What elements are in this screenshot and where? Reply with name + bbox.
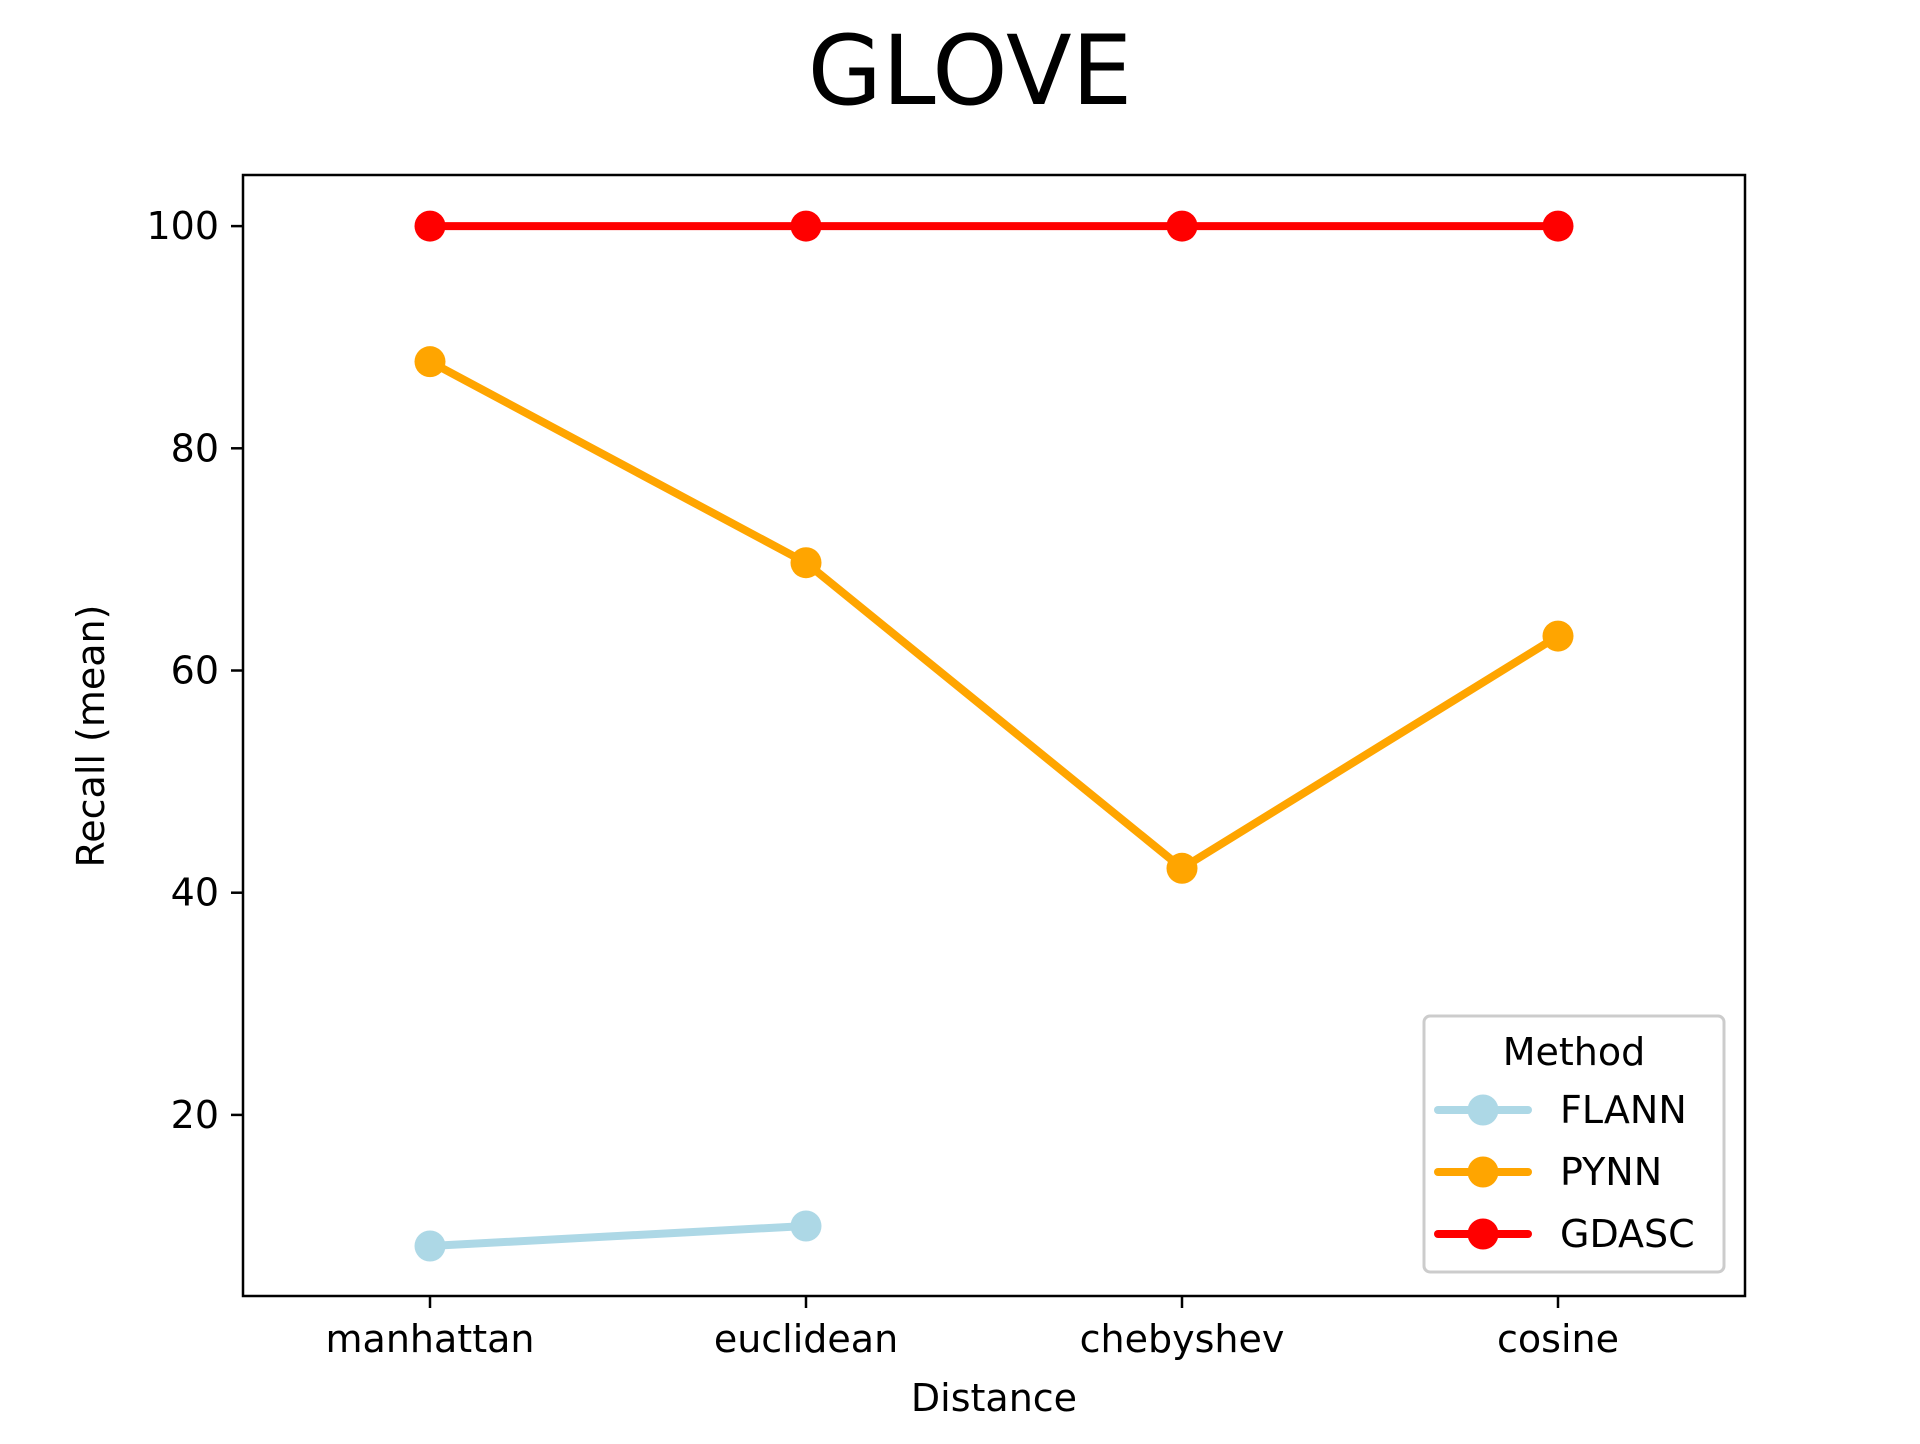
data-point-pynn (790, 547, 822, 579)
legend-marker (1467, 1094, 1499, 1126)
legend-label: FLANN (1560, 1088, 1687, 1132)
y-tick-label: 60 (171, 649, 219, 693)
y-axis: 20 40 60 80 100 (146, 204, 243, 1137)
data-point-pynn (1542, 620, 1574, 652)
x-tick-label: euclidean (714, 1317, 898, 1361)
y-tick-label: 40 (171, 871, 219, 915)
data-point-gdasc (1166, 210, 1198, 242)
x-tick-label: manhattan (326, 1317, 535, 1361)
plot-frame (241, 173, 1747, 1298)
series-gdasc (414, 210, 1574, 242)
series-flann (414, 1210, 822, 1262)
legend-marker (1467, 1156, 1499, 1188)
legend: Method FLANN PYNN GDASC (1422, 1014, 1726, 1274)
data-point-pynn (1166, 852, 1198, 884)
y-tick-label: 20 (171, 1093, 219, 1137)
data-point-gdasc (414, 210, 446, 242)
y-tick-label: 100 (146, 204, 219, 248)
legend-title: Method (1503, 1030, 1646, 1074)
x-axis: manhattan euclidean chebyshev cosine (326, 1296, 1619, 1361)
series-line-flann (426, 1222, 810, 1251)
chart-title: GLOVE (808, 15, 1133, 127)
x-tick-label: chebyshev (1080, 1317, 1285, 1361)
legend-entries: FLANN PYNN GDASC (1434, 1088, 1695, 1256)
data-point-flann (790, 1210, 822, 1242)
x-tick-label: cosine (1497, 1317, 1619, 1361)
data-point-gdasc (1542, 210, 1574, 242)
legend-marker (1467, 1218, 1499, 1250)
data-point-gdasc (790, 210, 822, 242)
data-point-pynn (414, 346, 446, 378)
legend-label: PYNN (1560, 1150, 1662, 1194)
data-point-flann (414, 1230, 446, 1262)
legend-entry-gdasc: GDASC (1434, 1212, 1695, 1256)
series-line-pynn (426, 357, 1562, 873)
series-layer (414, 210, 1574, 1262)
legend-entry-flann: FLANN (1434, 1088, 1687, 1132)
series-pynn (414, 346, 1574, 884)
y-axis-label: Recall (mean) (69, 605, 113, 868)
legend-box (1422, 1014, 1726, 1274)
x-axis-label: Distance (911, 1376, 1077, 1420)
legend-entry-pynn: PYNN (1434, 1150, 1662, 1194)
legend-label: GDASC (1560, 1212, 1695, 1256)
y-tick-label: 80 (171, 426, 219, 470)
